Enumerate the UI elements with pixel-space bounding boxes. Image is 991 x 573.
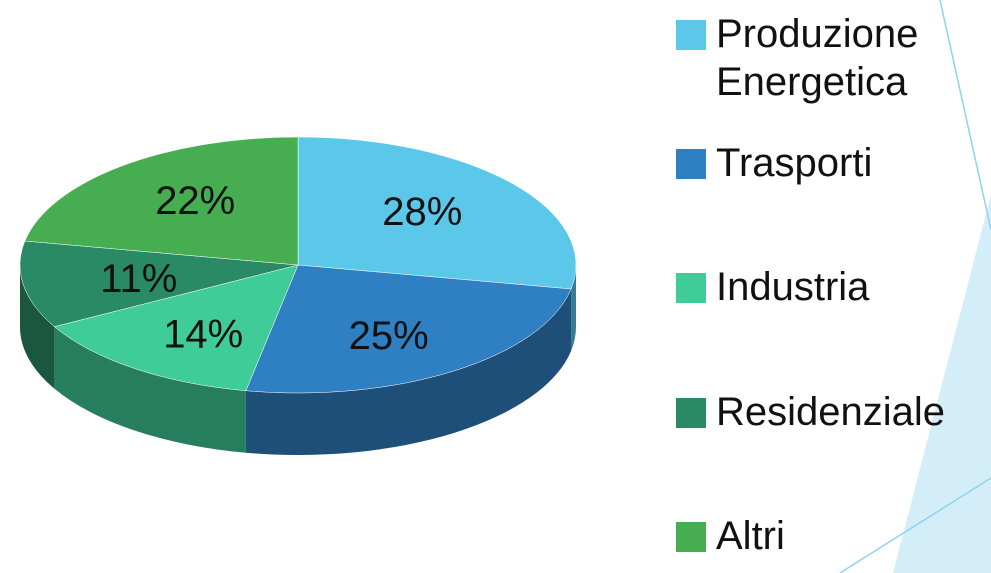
- legend-item: Residenziale: [676, 388, 976, 436]
- pie-slice: [24, 136, 299, 266]
- pie-data-label: 28%: [382, 190, 462, 234]
- legend-swatch: [676, 398, 706, 428]
- legend-swatch: [676, 20, 706, 50]
- pie-group: 28% 25% 14% 11% 22%: [19, 136, 577, 455]
- pie-slice: [245, 264, 572, 394]
- legend-label: Residenziale: [716, 390, 946, 434]
- decor-accent-band: [893, 195, 991, 573]
- legend-item: Produzione Energetica: [676, 10, 976, 106]
- pie-slice-side: [245, 288, 572, 455]
- legend-label: Altri: [716, 514, 785, 558]
- decor-line: [839, 477, 991, 573]
- decoration-background: [839, 0, 991, 573]
- pie-slice: [297, 136, 577, 290]
- legend-label: Produzione Energetica: [716, 12, 919, 104]
- legend-swatch: [676, 273, 706, 303]
- legend-label: Trasporti: [716, 141, 873, 185]
- pie-data-label: 11%: [100, 257, 177, 301]
- pie-data-label: 25%: [349, 314, 429, 358]
- pie-slice-side: [54, 326, 246, 453]
- legend-item: Industria: [676, 263, 976, 311]
- pie-data-label: 22%: [155, 179, 235, 223]
- decor-line: [939, 0, 991, 231]
- legend-swatch: [676, 522, 706, 552]
- legend: Produzione Energetica Trasporti Industria R…: [676, 0, 991, 573]
- legend-item: Trasporti: [676, 139, 976, 187]
- pie-slice-side: [20, 265, 55, 389]
- pie-slice: [19, 240, 299, 327]
- pie-slice: [53, 264, 299, 391]
- legend-label: Industria: [716, 265, 870, 309]
- pie-data-label: 14%: [163, 312, 243, 356]
- legend-item: Altri: [676, 512, 976, 560]
- legend-swatch: [676, 149, 706, 179]
